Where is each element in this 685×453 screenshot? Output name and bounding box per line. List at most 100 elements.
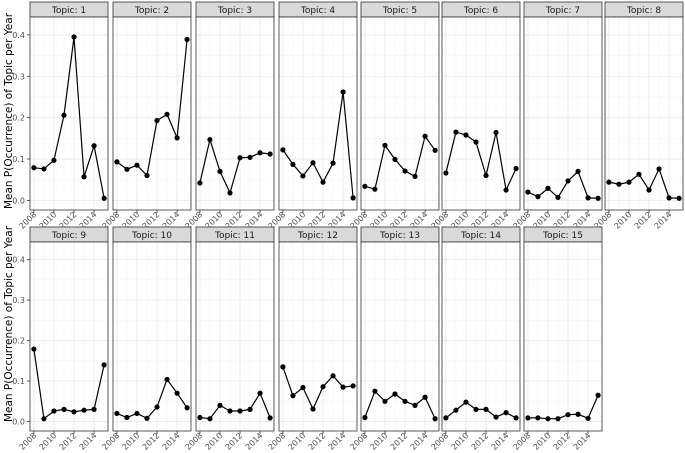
x-tick-label: 2012 [389,431,410,452]
series-line [364,134,436,190]
data-point [382,398,388,404]
data-point [197,414,203,421]
data-point [483,406,489,412]
data-point [300,173,306,179]
panel-background [442,242,520,431]
data-point [114,410,120,417]
x-tick-label: 2012 [552,431,573,452]
data-point [280,364,286,370]
panel-background [361,17,439,210]
panel-background [524,17,602,210]
data-point [350,195,356,201]
data-point [91,143,97,149]
x-tick-label: 2010 [613,210,634,231]
y-tick-label: 0.3 [12,72,25,81]
data-point [535,194,541,200]
data-point [555,194,561,201]
y-tick-label: 0.4 [12,31,25,40]
data-point [144,415,150,421]
y-tick-label: 0.4 [12,256,25,265]
data-point [350,383,356,389]
data-point [453,407,459,413]
data-point [114,159,120,165]
x-tick-label: 2012 [141,431,162,452]
data-point [453,129,459,135]
data-point [656,166,662,172]
data-point [565,178,571,184]
x-tick-label: 2014 [572,431,593,452]
data-point [503,187,509,193]
data-point [71,409,77,415]
facet-strip-label: Topic: 11 [214,231,255,241]
data-point [646,187,652,193]
data-point [207,136,213,143]
panel-background [605,17,683,210]
data-point [595,195,601,201]
panel-border [441,241,521,432]
data-point [101,195,107,201]
data-point [585,415,591,421]
data-point [330,373,336,379]
x-tick-label: 2012 [307,431,328,452]
data-point [575,168,581,174]
data-point [443,415,449,421]
data-point [71,34,77,40]
data-point [513,415,519,421]
data-point [473,139,479,145]
facet-strip-label: Topic: 10 [131,231,172,241]
facet-strip-label: Topic: 3 [217,6,252,16]
data-point [545,416,551,422]
x-tick-label: 2012 [224,431,245,452]
x-tick-label: 2012 [633,210,654,231]
data-point [545,185,551,191]
data-point [227,408,233,414]
data-point [606,179,612,185]
x-tick-label: 2010 [38,431,59,452]
data-point [237,408,243,414]
data-point [310,160,316,166]
data-point [525,415,531,421]
panel-background [279,242,357,431]
panel-background [196,17,274,210]
data-point [290,393,296,399]
data-point [164,111,170,117]
x-tick-label: 2014 [244,431,265,452]
facet-panel-topic-14: Topic: 14 2008 2010 2012 2014 [430,226,521,452]
x-tick-label: 2008 [512,431,533,452]
data-point [91,406,97,412]
data-point [164,376,170,383]
panel-border [112,16,192,211]
data-point [666,195,672,201]
data-point [134,410,140,417]
facet-strip-label: Topic: 7 [545,6,580,16]
data-point [51,408,57,414]
data-point [392,391,398,397]
data-point [267,415,273,421]
panel-border [278,16,358,211]
data-point [81,174,87,180]
y-tick-label: 0.1 [12,377,25,386]
data-point [626,179,632,185]
data-point [402,398,408,404]
data-point [41,416,47,422]
panel-background [442,17,520,210]
data-point [402,168,408,174]
data-point [616,181,622,187]
panel-border [29,16,109,211]
data-point [432,416,438,422]
data-point [257,150,263,156]
x-tick-label: 2014 [409,431,430,452]
data-point [237,155,243,161]
data-point [362,183,368,189]
y-tick-label: 0.3 [12,296,25,305]
y-tick-label: 0.1 [12,155,25,164]
facet-strip-label: Topic: 14 [460,231,501,241]
data-point [392,156,398,163]
data-point [154,404,160,410]
data-point [595,392,601,398]
data-point [61,112,67,118]
panel-background [196,242,274,431]
